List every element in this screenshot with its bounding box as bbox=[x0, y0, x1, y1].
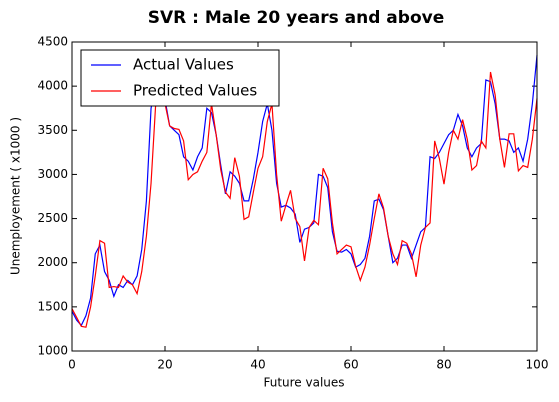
chart-title: SVR : Male 20 years and above bbox=[148, 8, 444, 28]
y-tick-label: 1000 bbox=[37, 344, 68, 358]
y-tick-label: 4500 bbox=[37, 35, 68, 49]
x-tick-label: 80 bbox=[436, 358, 451, 372]
x-tick-label: 0 bbox=[68, 358, 76, 372]
x-axis-label: Future values bbox=[263, 376, 344, 390]
legend-label: Actual Values bbox=[133, 56, 234, 74]
series-line bbox=[71, 55, 538, 327]
legend-label: Predicted Values bbox=[133, 82, 257, 100]
y-tick-label: 3500 bbox=[37, 123, 68, 137]
y-axis-label: Unemployement ( x1000 ) bbox=[9, 117, 23, 275]
y-tick-label: 4000 bbox=[37, 79, 68, 93]
x-tick-label: 60 bbox=[343, 358, 358, 372]
x-tick-label: 40 bbox=[250, 358, 265, 372]
x-tick-label: 20 bbox=[157, 358, 172, 372]
y-tick-label: 2000 bbox=[37, 255, 68, 269]
series-line bbox=[71, 71, 538, 328]
y-tick-label: 1500 bbox=[37, 299, 68, 313]
y-tick-label: 2500 bbox=[37, 211, 68, 225]
y-tick-label: 3000 bbox=[37, 167, 68, 181]
legend-box bbox=[80, 49, 280, 107]
plot-frame bbox=[71, 41, 538, 352]
x-tick-label: 100 bbox=[526, 358, 549, 372]
